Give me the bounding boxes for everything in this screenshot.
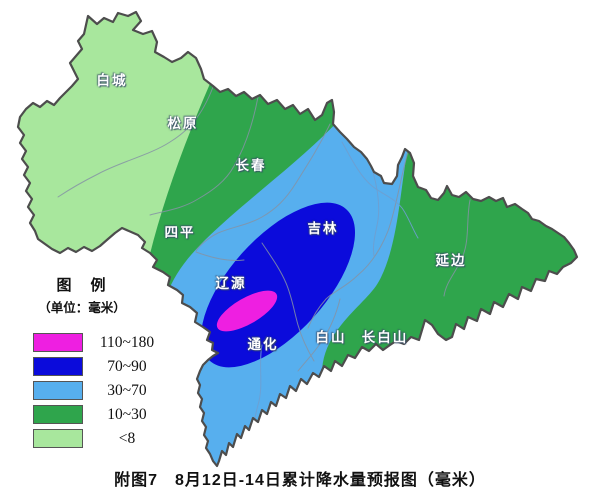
legend-title: 图 例 (56, 277, 108, 294)
legend-row: 30~70 (22, 381, 172, 400)
legend-swatch-under8 (33, 429, 83, 448)
province-outline (16, 10, 579, 468)
legend-range-110-180: 110~180 (99, 333, 155, 351)
legend-row: 110~180 (22, 333, 172, 352)
rain-band-110-180 (216, 290, 278, 332)
legend-swatch-110-180 (33, 333, 83, 352)
legend-swatch-30-70 (33, 381, 83, 400)
map-label-tonghua: 通化 (247, 337, 279, 352)
legend-swatch-10-30 (33, 405, 83, 424)
legend: 图 例 （单位：毫米） 110~180 70~90 30~70 10~30 <8 (22, 274, 172, 453)
map-label-jilin-city: 吉林 (307, 221, 339, 236)
legend-row: 70~90 (22, 357, 172, 376)
map-label-changbaishan: 长白山 (361, 330, 409, 345)
legend-row: <8 (22, 429, 172, 448)
legend-range-70-90: 70~90 (107, 357, 147, 375)
legend-swatch-70-90 (33, 357, 83, 376)
figure-caption: 附图7 8月12日-14日累计降水量预报图（毫米） (114, 472, 486, 489)
map-label-yanbian: 延边 (435, 253, 467, 268)
legend-row: 10~30 (22, 405, 172, 424)
legend-range-30-70: 30~70 (107, 381, 147, 399)
map-label-siping: 四平 (164, 225, 196, 240)
map-label-baicheng: 白城 (96, 73, 128, 88)
legend-range-10-30: 10~30 (107, 405, 147, 423)
legend-rows: 110~180 70~90 30~70 10~30 <8 (22, 333, 172, 448)
legend-unit-label: （单位：毫米） (38, 301, 126, 315)
map-label-changchun: 长春 (235, 158, 267, 173)
map-label-songyuan: 松原 (167, 116, 199, 131)
map-label-baishan: 白山 (315, 330, 347, 345)
legend-range-under8: <8 (118, 429, 136, 447)
map-label-liaoyuan: 辽源 (215, 276, 247, 291)
